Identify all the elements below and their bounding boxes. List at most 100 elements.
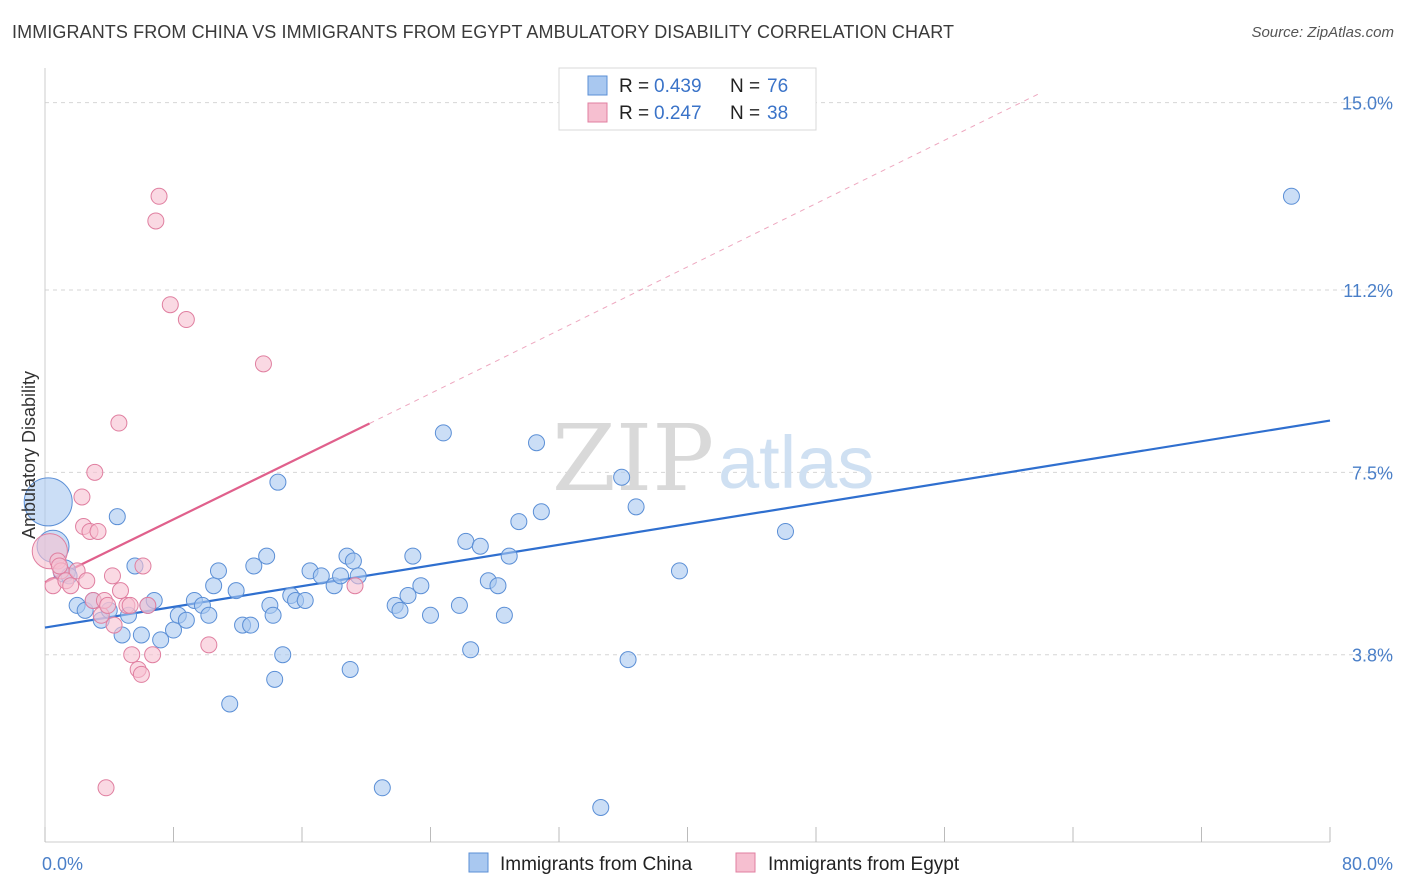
x-tick-labels: 0.0% 80.0% [42,854,1393,874]
point-0-22 [200,606,218,624]
point-1-33 [254,355,272,373]
top-legend: R = 0.439 N = 76 R = 0.247 N = 38 [558,67,817,131]
point-0-63 [510,513,528,531]
point-0-13 [132,626,150,644]
point-1-30 [161,296,179,314]
y-axis-title: Ambulatory Disability [19,371,39,539]
watermark: ZIP atlas [552,405,874,512]
point-0-44 [344,552,362,570]
bottom-legend-label-egypt: Immigrants from Egypt [768,854,960,875]
point-1-21 [121,596,139,614]
point-0-61 [495,606,513,624]
chart-title: IMMIGRANTS FROM CHINA VS IMMIGRANTS FROM… [12,22,955,42]
legend-r-value-egypt: 0.247 [654,103,702,124]
point-0-24 [209,562,227,580]
point-0-57 [462,641,480,659]
point-0-16 [152,631,170,649]
point-0-50 [399,587,417,605]
point-0-60 [489,577,507,595]
point-1-29 [150,187,168,205]
point-1-18 [110,414,128,432]
x-tick-label-0: 0.0% [42,854,83,874]
point-0-42 [332,567,350,585]
legend-n-label-egypt: N = [730,103,760,124]
point-1-17 [105,616,123,634]
point-1-26 [139,596,157,614]
legend-r-label-egypt: R = [619,103,649,124]
point-0-34 [266,670,284,688]
point-0-26 [227,582,245,600]
point-0-46 [341,660,359,678]
point-0-9 [108,508,126,526]
point-0-49 [391,601,409,619]
x-tick-label-1: 80.0% [1342,854,1393,874]
point-0-68 [619,651,637,669]
axes [44,68,1331,843]
point-0-64 [528,434,546,452]
point-0-47 [373,779,391,797]
point-0-40 [312,567,330,585]
watermark-atlas: atlas [718,421,874,504]
point-0-19 [177,611,195,629]
point-1-36 [78,572,96,590]
y-tick-label-0: 3.8% [1352,646,1393,666]
point-0-25 [221,695,239,713]
legend-swatch-egypt [587,102,608,123]
point-0-70 [670,562,688,580]
point-0-35 [274,646,292,664]
legend-r-label-china: R = [619,76,649,97]
point-0-58 [471,537,489,555]
scatter-points [23,187,1300,816]
trend-extension-1 [369,92,1042,424]
point-0-23 [205,577,223,595]
y-tick-label-1: 7.5% [1352,463,1393,483]
point-0-62 [500,547,518,565]
point-0-29 [245,557,263,575]
point-1-25 [134,557,152,575]
legend-n-value-egypt: 38 [767,103,788,124]
bottom-legend-label-china: Immigrants from China [500,854,693,875]
bottom-legend-swatch-china [468,852,489,873]
y-tick-labels: 3.8% 7.5% 11.2% 15.0% [1342,94,1393,666]
point-0-30 [258,547,276,565]
point-1-24 [132,665,150,683]
point-1-27 [144,646,162,664]
point-1-31 [177,311,195,329]
trend-line-0 [44,419,1331,629]
bottom-legend-swatch-egypt [735,852,756,873]
point-1-34 [346,577,364,595]
point-1-12 [89,522,107,540]
point-1-15 [97,779,115,797]
chart-source: Source: ZipAtlas.com [1251,24,1394,41]
point-0-71 [776,522,794,540]
point-0-0 [23,477,73,527]
point-0-38 [296,591,314,609]
legend-n-label-china: N = [730,76,760,97]
y-tick-label-2: 11.2% [1343,281,1393,301]
legend-r-value-china: 0.439 [654,76,702,97]
bottom-legend: Immigrants from China Immigrants from Eg… [468,852,960,875]
trend-line-1 [44,422,370,584]
legend-n-value-china: 76 [767,76,788,97]
y-tick-label-3: 15.0% [1342,94,1393,114]
point-0-54 [434,424,452,442]
point-0-56 [457,532,475,550]
point-0-65 [532,503,550,521]
point-1-35 [50,557,68,575]
point-0-33 [269,473,287,491]
point-1-22 [123,646,141,664]
point-0-53 [422,606,439,624]
point-1-5 [62,577,80,595]
gridlines [45,102,1392,656]
point-0-55 [450,596,468,614]
point-1-7 [73,488,91,506]
point-1-37 [99,596,117,614]
point-0-51 [404,547,422,565]
trend-lines [44,92,1331,629]
legend-swatch-china [587,75,608,96]
point-0-67 [613,468,631,486]
point-1-28 [147,212,165,230]
point-0-66 [592,798,610,816]
point-0-69 [627,498,645,516]
